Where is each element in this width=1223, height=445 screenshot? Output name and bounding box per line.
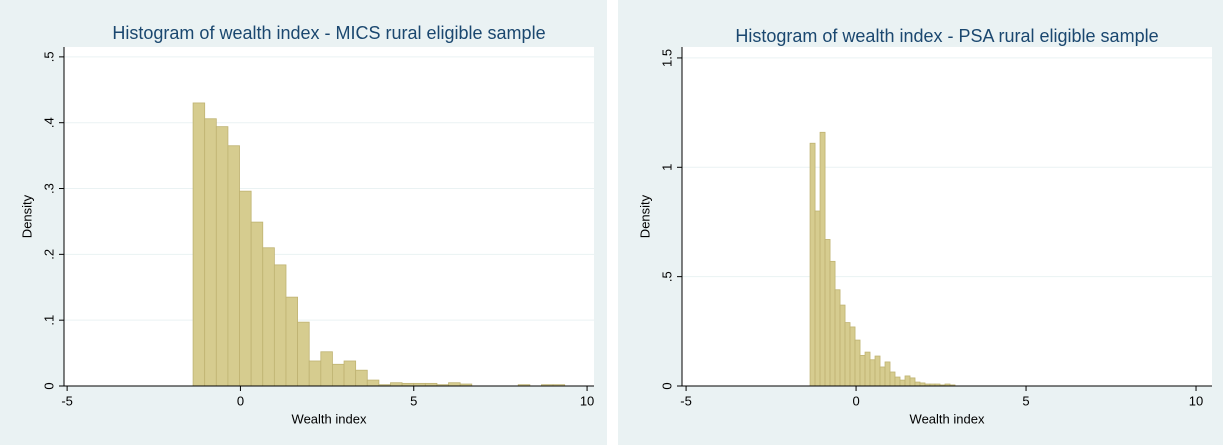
y-tick-label: 1 [659,164,674,171]
bar [844,322,851,387]
y-tick-label: 0 [41,382,56,389]
bar [889,371,896,387]
bar [909,377,916,387]
bar [824,239,831,387]
bar [285,296,298,387]
bar [859,354,866,387]
bar [879,366,886,387]
y-axis-title: Density [19,194,34,238]
x-tick-label: 5 [410,393,417,408]
bar [227,145,240,387]
bar [262,247,275,387]
bar [809,142,816,387]
y-axis-title: Density [637,194,652,238]
x-tick-label: 0 [852,393,859,408]
bar [914,381,921,387]
x-axis-title: Wealth index [292,411,367,426]
y-tick-label: .5 [659,271,674,282]
bar [273,264,287,387]
x-tick-label: 10 [580,393,594,408]
plot-area [64,47,594,386]
bar [904,375,911,387]
x-tick-label: -5 [61,393,73,408]
bar [869,359,876,387]
bar [884,361,891,387]
x-axis-title: Wealth index [910,411,985,426]
y-tick-label: .1 [41,315,56,326]
bar [849,326,856,387]
y-tick-label: .5 [41,51,56,62]
bar [814,210,821,387]
plot-area [682,47,1212,386]
y-tick-label: 0 [659,382,674,389]
bar [894,376,901,387]
bar [308,360,322,387]
bar [239,190,252,387]
bar [899,379,906,387]
bar [854,339,861,387]
bar [343,360,357,387]
bar [864,351,871,387]
y-tick-label: .2 [41,249,56,260]
bar [829,260,836,387]
bar [320,351,333,387]
x-tick-label: -5 [680,393,692,408]
bar [834,289,841,387]
bar [332,363,345,387]
bar [366,379,380,387]
bar [355,369,368,387]
bar [819,131,826,387]
x-tick-label: 0 [237,393,244,408]
y-tick-label: 1.5 [659,49,674,67]
bar [874,355,881,387]
bar [839,304,846,387]
bar [192,102,206,387]
y-tick-label: .4 [41,117,56,128]
chart-title: Histogram of wealth index - MICS rural e… [112,23,545,43]
y-tick-label: .3 [41,183,56,194]
bar [215,126,229,387]
chart-title: Histogram of wealth index - PSA rural el… [735,26,1158,46]
x-tick-label: 10 [1189,393,1203,408]
x-tick-label: 5 [1022,393,1029,408]
bar [250,221,264,387]
bar [297,321,310,387]
bar [204,118,217,387]
